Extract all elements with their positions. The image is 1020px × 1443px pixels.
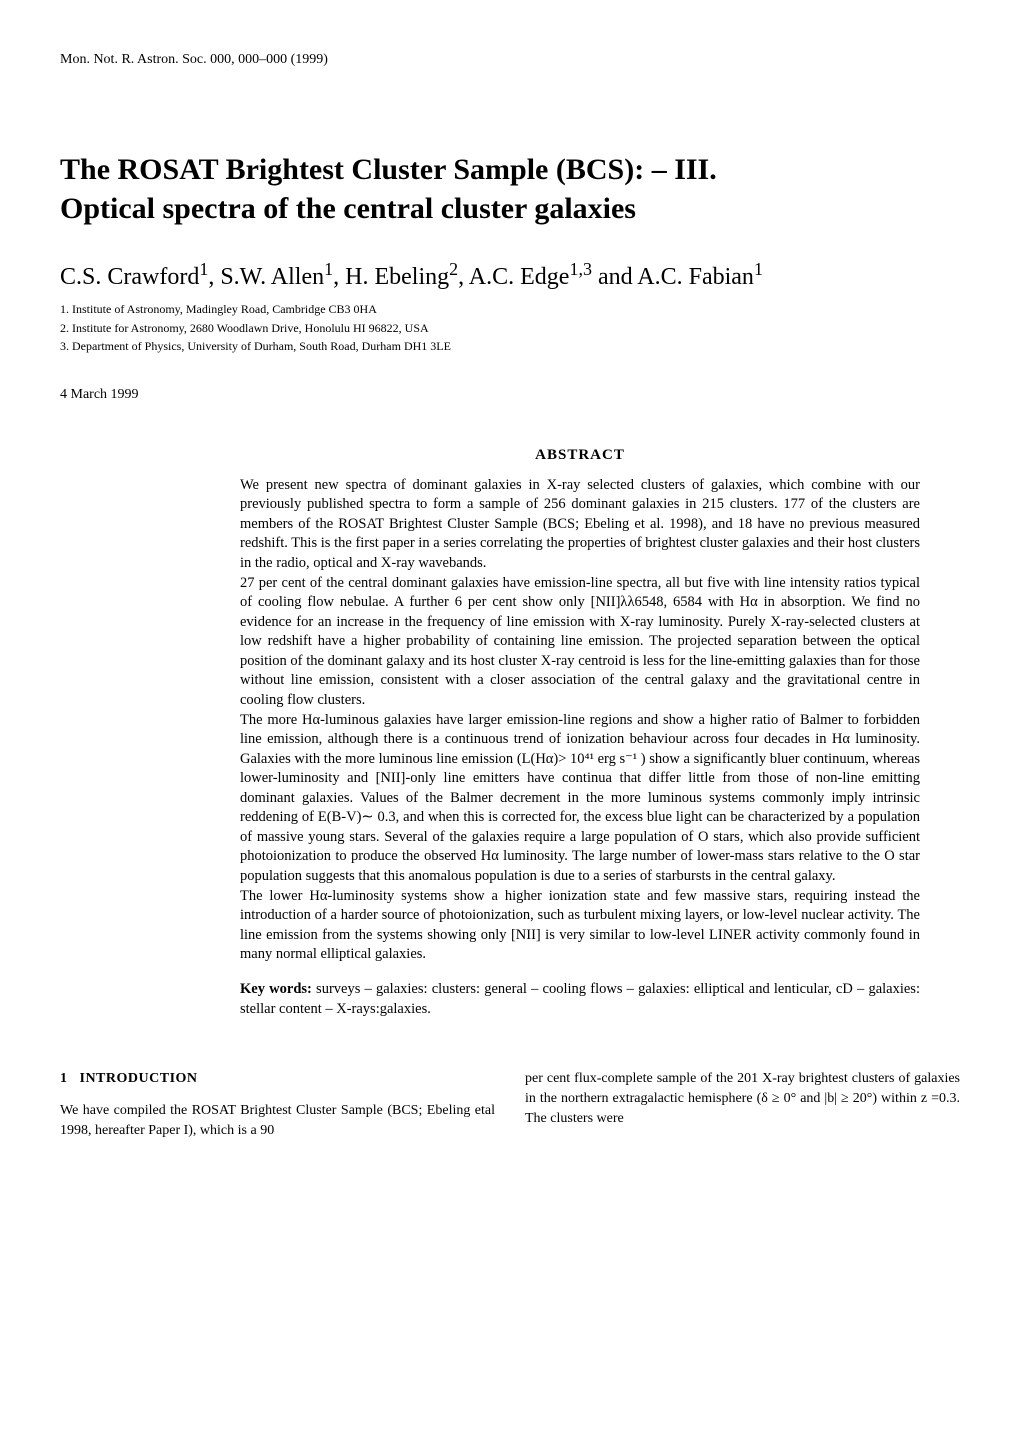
abstract-heading: ABSTRACT: [240, 445, 920, 466]
section-1-heading: 1 INTRODUCTION: [60, 1069, 495, 1089]
title-line-2: Optical spectra of the central cluster g…: [60, 192, 636, 225]
abstract-para-4: The lower Hα-luminosity systems show a h…: [240, 887, 920, 965]
affiliations: 1. Institute of Astronomy, Madingley Roa…: [60, 301, 960, 355]
abstract-section: ABSTRACT We present new spectra of domin…: [240, 445, 920, 1020]
abstract-para-1: We present new spectra of dominant galax…: [240, 476, 920, 574]
title-line-1: The ROSAT Brightest Cluster Sample (BCS)…: [60, 153, 717, 186]
abstract-para-3: The more Hα-luminous galaxies have large…: [240, 711, 920, 887]
keywords-label: Key words:: [240, 981, 312, 997]
submission-date: 4 March 1999: [60, 385, 960, 405]
right-column: per cent flux-complete sample of the 201…: [525, 1069, 960, 1140]
abstract-text: We present new spectra of dominant galax…: [240, 476, 920, 965]
authors-list: C.S. Crawford1, S.W. Allen1, H. Ebeling2…: [60, 258, 960, 293]
keywords-text: surveys – galaxies: clusters: general – …: [240, 981, 920, 1017]
abstract-para-2: 27 per cent of the central dominant gala…: [240, 574, 920, 711]
journal-reference: Mon. Not. R. Astron. Soc. 000, 000–000 (…: [60, 50, 960, 70]
keywords: Key words: surveys – galaxies: clusters:…: [240, 979, 920, 1020]
section-1-right-text: per cent flux-complete sample of the 201…: [525, 1069, 960, 1128]
affiliation-1: 1. Institute of Astronomy, Madingley Roa…: [60, 301, 960, 318]
body-columns: 1 INTRODUCTION We have compiled the ROSA…: [60, 1069, 960, 1140]
section-number: 1: [60, 1071, 68, 1086]
section-1-left-text: We have compiled the ROSAT Brightest Clu…: [60, 1101, 495, 1140]
paper-title: The ROSAT Brightest Cluster Sample (BCS)…: [60, 150, 960, 228]
affiliation-3: 3. Department of Physics, University of …: [60, 338, 960, 355]
affiliation-2: 2. Institute for Astronomy, 2680 Woodlaw…: [60, 320, 960, 337]
section-title: INTRODUCTION: [80, 1071, 198, 1086]
left-column: 1 INTRODUCTION We have compiled the ROSA…: [60, 1069, 495, 1140]
